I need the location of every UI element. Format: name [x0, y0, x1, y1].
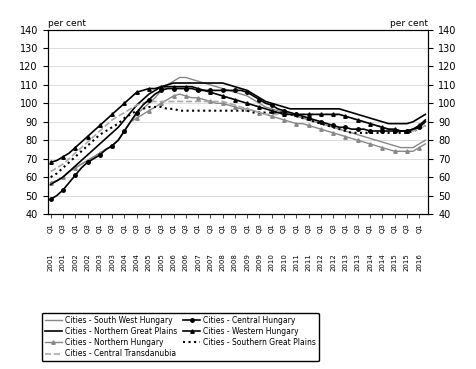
Text: Q3: Q3: [85, 223, 90, 233]
Text: 2014: 2014: [367, 253, 373, 270]
Text: Q3: Q3: [330, 223, 336, 233]
Text: Q1: Q1: [170, 223, 177, 233]
Text: 2015: 2015: [392, 253, 397, 270]
Text: Q3: Q3: [281, 223, 287, 233]
Text: 2012: 2012: [330, 253, 336, 270]
Text: 2001: 2001: [60, 253, 66, 270]
Text: 2013: 2013: [355, 253, 361, 270]
Text: 2005: 2005: [146, 253, 152, 270]
Text: Q1: Q1: [48, 223, 54, 233]
Text: 2010: 2010: [269, 253, 275, 270]
Text: Q3: Q3: [257, 223, 262, 233]
Text: Q3: Q3: [158, 223, 164, 233]
Text: 2015: 2015: [404, 253, 410, 270]
Text: 2007: 2007: [208, 253, 213, 270]
Text: 2007: 2007: [195, 253, 201, 270]
Text: 2003: 2003: [97, 253, 103, 270]
Text: Q3: Q3: [306, 223, 312, 233]
Text: 2004: 2004: [134, 253, 139, 270]
Text: 2014: 2014: [379, 253, 386, 270]
Text: 2008: 2008: [219, 253, 226, 270]
Text: 2002: 2002: [85, 253, 90, 270]
Text: Q1: Q1: [318, 223, 324, 233]
Text: Q1: Q1: [392, 223, 397, 233]
Text: 2002: 2002: [72, 253, 78, 270]
Text: Q1: Q1: [219, 223, 226, 233]
Text: Q1: Q1: [121, 223, 128, 233]
Text: per cent: per cent: [48, 19, 86, 28]
Text: Q3: Q3: [379, 223, 386, 233]
Text: Q1: Q1: [244, 223, 250, 233]
Text: Q1: Q1: [416, 223, 422, 233]
Text: Q1: Q1: [72, 223, 78, 233]
Text: Q3: Q3: [183, 223, 189, 233]
Text: Q3: Q3: [208, 223, 213, 233]
Text: 2016: 2016: [416, 253, 422, 270]
Text: 2003: 2003: [109, 253, 115, 270]
Text: 2012: 2012: [318, 253, 324, 270]
Text: Q3: Q3: [355, 223, 361, 233]
Text: Q1: Q1: [269, 223, 275, 233]
Text: Q3: Q3: [232, 223, 238, 233]
Text: 2009: 2009: [257, 253, 262, 270]
Legend: Cities - South West Hungary, Cities - Northern Great Plains, Cities - Northern H: Cities - South West Hungary, Cities - No…: [42, 313, 319, 362]
Text: Q1: Q1: [146, 223, 152, 233]
Text: Q1: Q1: [343, 223, 348, 233]
Text: per cent: per cent: [390, 19, 428, 28]
Text: Q1: Q1: [367, 223, 373, 233]
Text: 2011: 2011: [293, 253, 299, 270]
Text: Q1: Q1: [97, 223, 103, 233]
Text: 2011: 2011: [306, 253, 312, 270]
Text: 2006: 2006: [183, 253, 189, 270]
Text: 2008: 2008: [232, 253, 238, 270]
Text: 2005: 2005: [158, 253, 164, 270]
Text: Q1: Q1: [293, 223, 299, 233]
Text: 2010: 2010: [281, 253, 287, 270]
Text: 2006: 2006: [170, 253, 177, 270]
Text: Q1: Q1: [195, 223, 201, 233]
Text: Q3: Q3: [404, 223, 410, 233]
Text: 2004: 2004: [121, 253, 128, 270]
Text: 2009: 2009: [244, 253, 250, 270]
Text: Q3: Q3: [60, 223, 66, 233]
Text: 2013: 2013: [343, 253, 348, 270]
Text: Q3: Q3: [109, 223, 115, 233]
Text: 2001: 2001: [48, 253, 54, 270]
Text: Q3: Q3: [134, 223, 139, 233]
